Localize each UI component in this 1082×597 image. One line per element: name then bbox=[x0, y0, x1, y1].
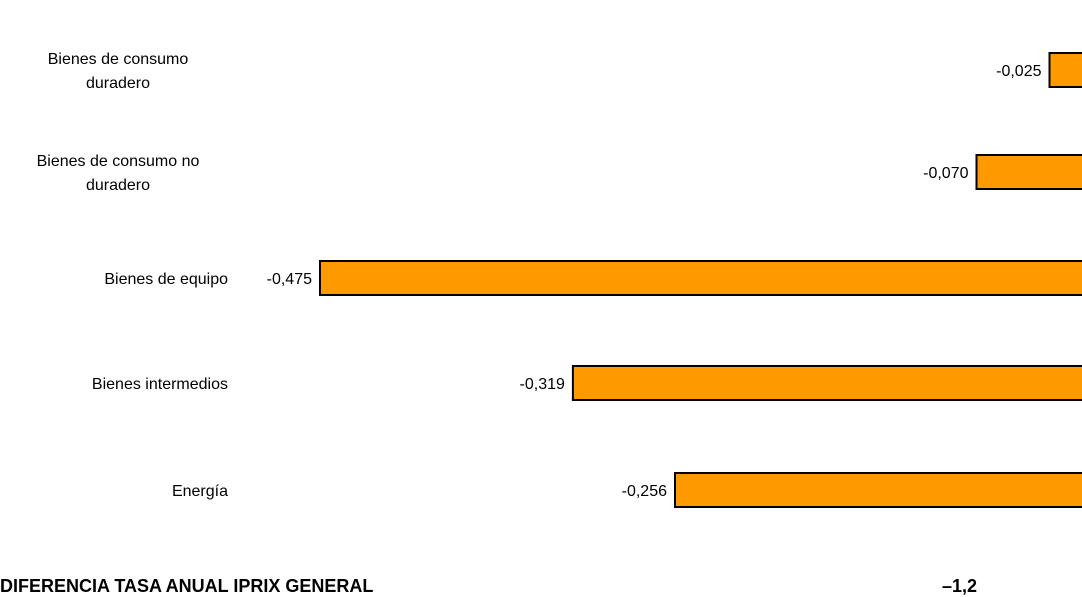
bar-4 bbox=[675, 473, 1082, 507]
bar-3 bbox=[573, 366, 1082, 400]
bar-1 bbox=[977, 155, 1082, 189]
bar-2 bbox=[320, 261, 1082, 295]
bar-chart: -0,025 Bienes de consumo duradero -0,070 Bie… bbox=[0, 0, 1082, 570]
bar-0 bbox=[1050, 53, 1082, 87]
category-label-line: duradero bbox=[86, 75, 150, 92]
footer-title: DIFERENCIA TASA ANUAL IPRIX GENERAL bbox=[0, 575, 373, 597]
category-label-1: Bienes de consumo no duradero bbox=[37, 153, 200, 194]
category-label-line: Bienes de consumo bbox=[48, 51, 189, 68]
category-label-line: Bienes de consumo no bbox=[37, 153, 200, 170]
data-label-3: -0,319 bbox=[520, 376, 565, 393]
data-label-1: -0,070 bbox=[923, 165, 968, 182]
category-label-line: duradero bbox=[86, 177, 150, 194]
category-label-0: Bienes de consumo duradero bbox=[48, 51, 189, 92]
category-label-3: Bienes intermedios bbox=[92, 376, 228, 393]
data-label-2: -0,475 bbox=[267, 271, 312, 288]
category-label-4: Energía bbox=[172, 483, 228, 500]
data-label-4: -0,256 bbox=[622, 483, 667, 500]
category-label-2: Bienes de equipo bbox=[104, 271, 228, 288]
data-label-0: -0,025 bbox=[996, 63, 1041, 80]
footer-total-value: –1,2 bbox=[942, 575, 977, 597]
